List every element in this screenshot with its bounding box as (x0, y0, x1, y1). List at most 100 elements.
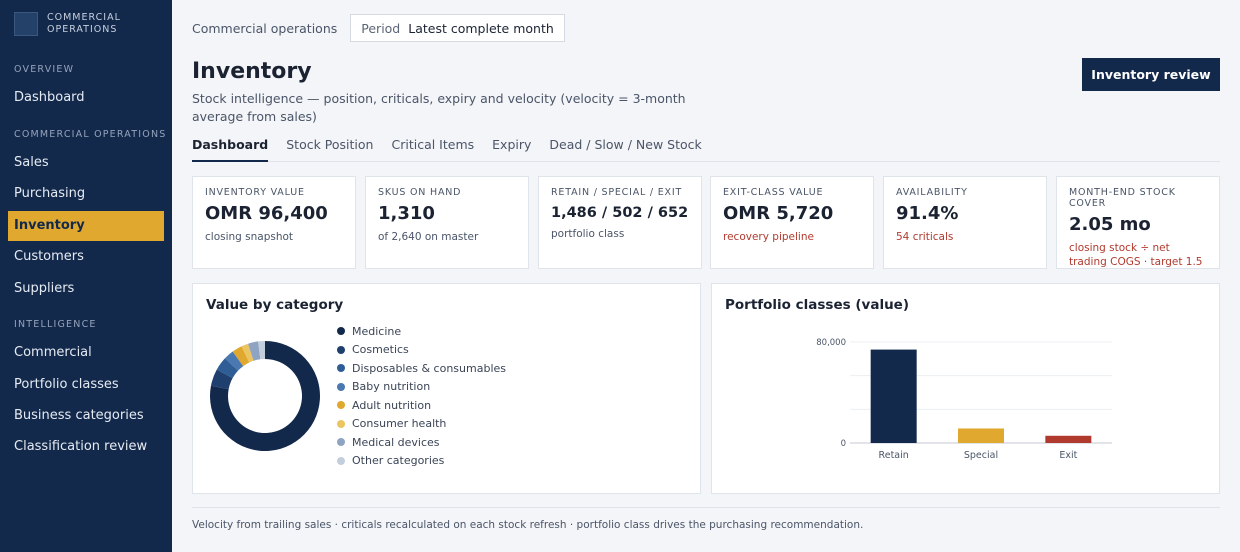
kpi-card-stock-cover: MONTH-END STOCK COVER 2.05 mo closing st… (1056, 176, 1220, 269)
y-tick-label: 0 (841, 439, 846, 449)
kpi-note: closing stock ÷ net trading COGS · targe… (1069, 242, 1203, 268)
kpi-card-availability: AVAILABILITY 91.4% 54 criticals (883, 176, 1047, 269)
category-legend: Medicine Cosmetics Disposables & consumabl… (337, 322, 506, 470)
legend-label: Adult nutrition (352, 398, 432, 412)
category-panel: Value by category Medicine Cosmetics Dispo… (192, 283, 701, 494)
portfolio-panel-title: Portfolio classes (value) (725, 297, 910, 313)
top-bar: Commercial operations Period Latest comp… (192, 14, 565, 42)
breadcrumb[interactable]: Commercial operations (192, 20, 338, 36)
legend-dot (337, 438, 345, 447)
sidebar-item-dashboard[interactable]: Dashboard (14, 90, 85, 105)
kpi-value: 1,486 / 502 / 652 (551, 205, 689, 221)
kpi-note: recovery pipeline (723, 231, 814, 243)
kpi-row: INVENTORY VALUE OMR 96,400 closing snaps… (192, 176, 1220, 269)
sidebar-item-sales[interactable]: Sales (14, 155, 49, 170)
donut-slice-medicine[interactable] (210, 341, 320, 451)
brand[interactable]: COMMERCIAL OPERATIONS (14, 12, 147, 36)
kpi-card-skus-on-hand: SKUS ON HAND 1,310 of 2,640 on master (365, 176, 529, 269)
sidebar-item-classification-review[interactable]: Classification review (14, 439, 148, 454)
sidebar-item-portfolio-classes[interactable]: Portfolio classes (14, 377, 119, 392)
kpi-note: of 2,640 on master (378, 231, 479, 243)
legend-item-consumer-health: Consumer health (337, 415, 506, 434)
legend-label: Baby nutrition (352, 380, 431, 394)
legend-dot (337, 419, 345, 428)
footer-divider (192, 507, 1220, 508)
donut-slice-baby-nutrition[interactable] (224, 351, 244, 371)
sidebar-item-customers[interactable]: Customers (14, 249, 84, 264)
legend-dot (337, 456, 345, 465)
period-value: Latest complete month (408, 20, 554, 36)
legend-item-adult-nutrition: Adult nutrition (337, 396, 506, 415)
period-selector[interactable]: Period Latest complete month (350, 14, 565, 42)
x-tick-label-exit: Exit (1059, 450, 1077, 461)
x-tick-label-retain: Retain (879, 450, 909, 461)
legend-label: Consumer health (352, 417, 447, 431)
portfolio-panel: Portfolio classes (value) 0 80,000 Retain S… (711, 283, 1220, 494)
donut-slice-medical-devices[interactable] (248, 341, 261, 361)
nav-section-overview: OVERVIEW (14, 64, 75, 75)
brand-name: COMMERCIAL OPERATIONS (47, 12, 121, 35)
inventory-review-button[interactable]: Inventory review (1082, 58, 1220, 91)
legend-item-medicine: Medicine (337, 322, 506, 341)
kpi-value: 91.4% (896, 203, 959, 224)
y-tick-label: 80,000 (816, 338, 846, 348)
legend-dot (337, 364, 345, 373)
legend-dot (337, 382, 345, 391)
period-label: Period (361, 20, 401, 36)
tab-expiry[interactable]: Expiry (492, 137, 532, 152)
bar-special[interactable] (958, 428, 1004, 443)
bar-retain[interactable] (870, 349, 917, 443)
kpi-label: AVAILABILITY (896, 187, 968, 198)
legend-dot (337, 327, 345, 336)
legend-label: Other categories (352, 454, 445, 468)
kpi-label: INVENTORY VALUE (205, 187, 305, 198)
tab-dead-slow-new-stock[interactable]: Dead / Slow / New Stock (549, 137, 702, 152)
tab-critical-items[interactable]: Critical Items (391, 137, 475, 152)
kpi-note: closing snapshot (205, 231, 294, 243)
legend-dot (337, 345, 345, 354)
footer-note: Velocity from trailing sales · criticals… (192, 519, 864, 531)
bar-exit[interactable] (1045, 435, 1092, 443)
sidebar-item-inventory[interactable]: Inventory (8, 211, 164, 241)
sidebar: COMMERCIAL OPERATIONS OVERVIEW Dashboard… (0, 0, 172, 552)
legend-label: Cosmetics (352, 343, 409, 357)
legend-dot (337, 401, 345, 410)
legend-label: Disposables & consumables (352, 361, 506, 375)
category-panel-title: Value by category (206, 297, 344, 313)
legend-item-medical-devices: Medical devices (337, 433, 506, 452)
donut-slice-adult-nutrition[interactable] (232, 346, 250, 367)
donut-slice-disposables-consumables[interactable] (216, 358, 239, 379)
kpi-card-exit-class-value: EXIT-CLASS VALUE OMR 5,720 recovery pipe… (710, 176, 874, 269)
legend-item-cosmetics: Cosmetics (337, 341, 506, 360)
sidebar-item-suppliers[interactable]: Suppliers (14, 281, 75, 296)
tab-stock-position[interactable]: Stock Position (286, 137, 374, 152)
sidebar-item-purchasing[interactable]: Purchasing (14, 186, 86, 201)
tab-dashboard[interactable]: Dashboard (192, 137, 269, 162)
legend-item-disposables-consumables: Disposables & consumables (337, 359, 506, 378)
legend-label: Medicine (352, 324, 402, 338)
kpi-label: MONTH-END STOCK COVER (1069, 187, 1176, 209)
donut-slice-consumer-health[interactable] (241, 343, 254, 363)
kpi-value: OMR 96,400 (205, 203, 328, 224)
donut-slice-cosmetics[interactable] (210, 369, 233, 390)
nav-section-intelligence: INTELLIGENCE (14, 319, 97, 330)
legend-item-baby-nutrition: Baby nutrition (337, 378, 506, 397)
kpi-card-portfolio-class-counts: RETAIN / SPECIAL / EXIT 1,486 / 502 / 65… (538, 176, 702, 269)
sidebar-item-business-categories[interactable]: Business categories (14, 408, 144, 423)
tab-bar: Dashboard Stock Position Critical Items … (192, 137, 1220, 162)
kpi-value: 2.05 mo (1069, 214, 1151, 235)
nav-section-commercial-operations: COMMERCIAL OPERATIONS (14, 129, 167, 140)
page-title: Inventory (192, 59, 312, 84)
portfolio-bar-chart: 0 80,000 Retain Special Exit (816, 338, 1112, 461)
legend-label: Medical devices (352, 435, 440, 449)
kpi-value: 1,310 (378, 203, 435, 224)
sidebar-item-commercial[interactable]: Commercial (14, 345, 92, 360)
donut-slice-other-categories[interactable] (258, 341, 265, 360)
category-donut-chart (210, 341, 320, 451)
kpi-label: SKUS ON HAND (378, 187, 462, 198)
kpi-label: EXIT-CLASS VALUE (723, 187, 824, 198)
kpi-card-inventory-value: INVENTORY VALUE OMR 96,400 closing snaps… (192, 176, 356, 269)
page-subtitle: Stock intelligence — position, criticals… (192, 91, 686, 124)
brand-logo-icon (14, 12, 38, 36)
kpi-note: 54 criticals (896, 231, 954, 243)
